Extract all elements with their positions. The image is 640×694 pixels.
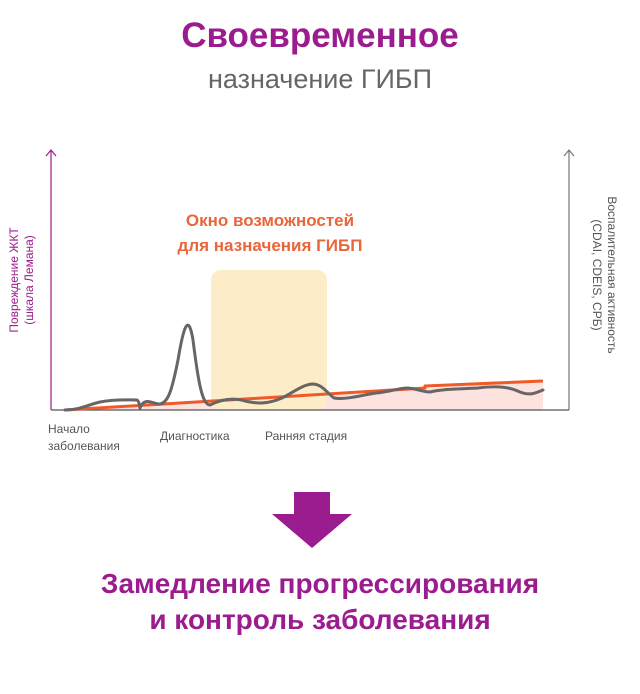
- left-axis-label-line2: (шкала Лемана): [22, 235, 36, 325]
- window-label: Окно возможностей для назначения ГИБП: [150, 208, 390, 258]
- right-axis-label: Воспалительная активность (CDAI, CDEIS, …: [586, 170, 622, 380]
- left-axis-label: Повреждение ЖКТ (шкала Лемана): [6, 200, 38, 360]
- window-label-line2: для назначения ГИБП: [177, 236, 363, 255]
- x-label-early-stage: Ранняя стадия: [265, 429, 348, 443]
- x-label-diagnosis: Диагностика: [160, 429, 230, 443]
- diagram-plot: [45, 149, 575, 412]
- page-title: Своевременное: [181, 16, 459, 55]
- conclusion-line2: и контроль заболевания: [149, 604, 491, 635]
- x-label-onset-line1: Начало: [48, 422, 90, 436]
- x-label-onset: Начало заболевания: [48, 421, 120, 455]
- conclusion-text: Замедление прогрессирования и контроль з…: [0, 566, 640, 638]
- window-label-line1: Окно возможностей: [185, 211, 355, 230]
- damage-line: [64, 379, 544, 412]
- window-of-opportunity: [211, 270, 327, 410]
- right-axis-arrow: [563, 149, 575, 157]
- down-arrow-icon: [272, 492, 352, 548]
- conclusion-line1: Замедление прогрессирования: [100, 568, 540, 599]
- activity-line: [63, 323, 545, 412]
- page-subtitle: назначение ГИБП: [207, 64, 433, 94]
- left-axis-label-line1: Повреждение ЖКТ: [7, 227, 21, 333]
- right-axis-label-line1: Воспалительная активность: [605, 196, 619, 354]
- left-axis-arrow: [45, 149, 57, 157]
- x-label-onset-line2: заболевания: [48, 439, 120, 453]
- right-axis-label-line2: (CDAI, CDEIS, СРБ): [590, 219, 604, 331]
